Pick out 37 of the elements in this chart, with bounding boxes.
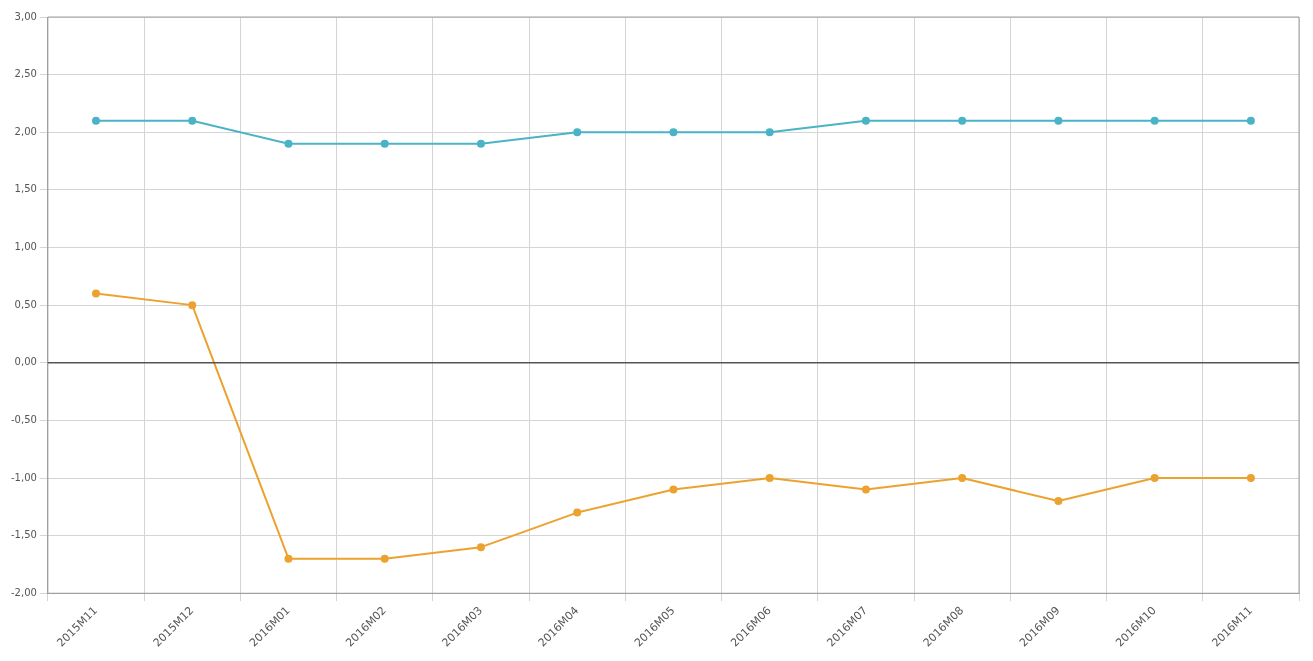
y-tick-label: 2,00 <box>14 125 37 137</box>
point <box>380 139 389 148</box>
point <box>573 128 582 137</box>
y-tick-label: -2,00 <box>11 586 37 598</box>
point <box>91 116 100 125</box>
point <box>284 139 293 148</box>
point <box>284 554 293 563</box>
y-tick-label: -1,50 <box>11 529 37 541</box>
point <box>1054 116 1063 125</box>
point <box>958 474 967 483</box>
point <box>91 289 100 298</box>
point <box>861 485 870 494</box>
point <box>1150 474 1159 483</box>
point <box>669 485 678 494</box>
y-tick-label: 0,00 <box>14 356 37 368</box>
y-tick-label: 0,50 <box>14 298 37 310</box>
point <box>861 116 870 125</box>
point <box>1246 474 1255 483</box>
y-tick-label: 1,00 <box>14 241 37 253</box>
point <box>1150 116 1159 125</box>
point <box>765 474 774 483</box>
point <box>573 508 582 517</box>
y-tick-label: 1,50 <box>14 183 37 195</box>
point <box>765 128 774 137</box>
point <box>669 128 678 137</box>
y-tick-label: -0,50 <box>11 413 37 425</box>
point <box>476 139 485 148</box>
y-tick-label: 2,50 <box>14 68 37 80</box>
y-tick-label: 3,00 <box>14 10 37 22</box>
point <box>380 554 389 563</box>
point <box>188 301 197 310</box>
y-tick-label: -1,00 <box>11 471 37 483</box>
point <box>188 116 197 125</box>
point <box>1246 116 1255 125</box>
point <box>1054 497 1063 506</box>
point <box>476 543 485 552</box>
point <box>958 116 967 125</box>
